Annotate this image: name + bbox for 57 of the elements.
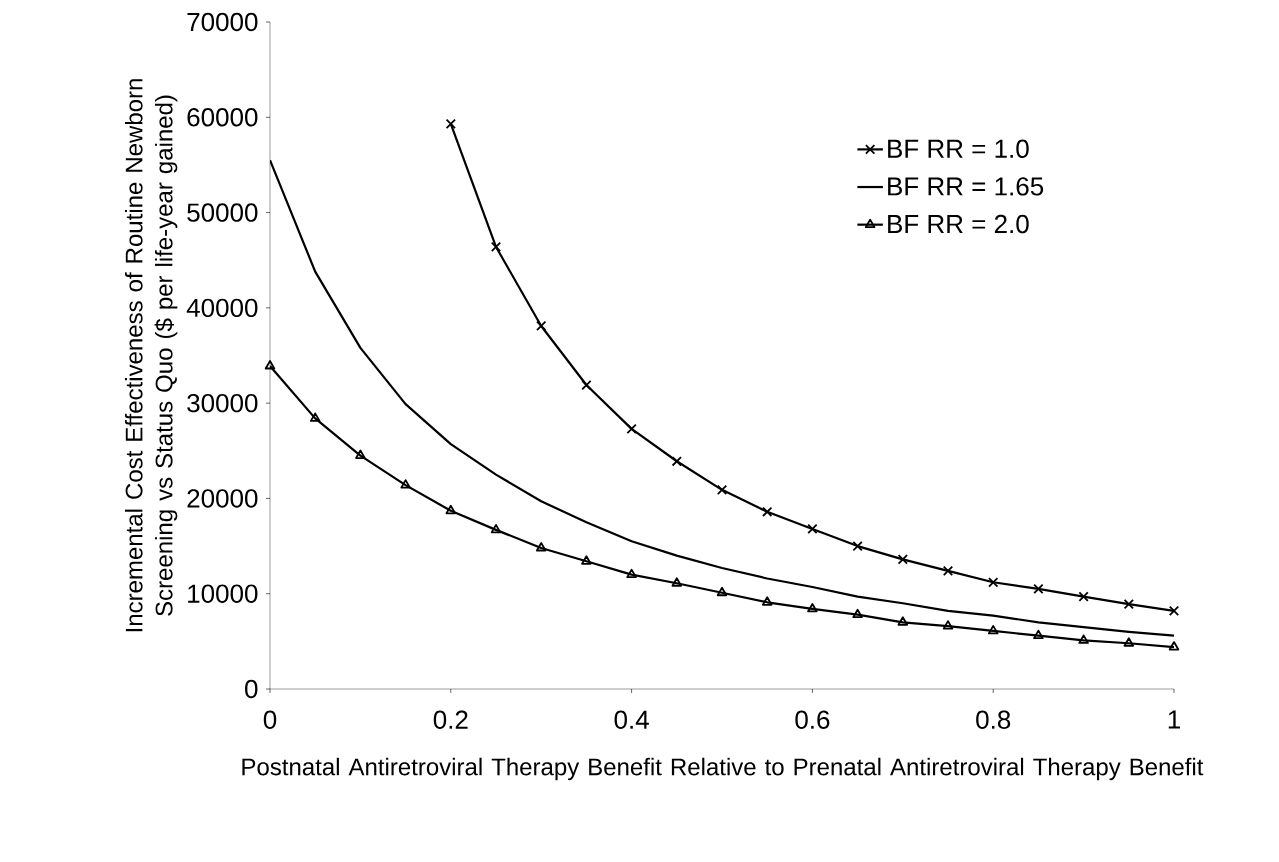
point	[987, 624, 999, 635]
point	[264, 360, 276, 370]
point	[897, 616, 909, 626]
point	[400, 479, 411, 489]
y-tick-label: 60000	[187, 108, 258, 127]
point	[1078, 634, 1089, 644]
point	[581, 379, 592, 391]
point	[716, 484, 728, 495]
point	[626, 423, 637, 435]
legend-label: BF RR = 2.0	[888, 214, 1029, 234]
point	[536, 320, 547, 332]
point	[1033, 629, 1044, 640]
point	[988, 577, 999, 588]
point	[807, 523, 818, 535]
point	[671, 456, 682, 467]
point	[762, 506, 773, 517]
point	[716, 586, 728, 597]
y-axis-title: Incremental Cost Effectiveness of Routine Newborn Screening vs Status Quo ($ per life-year gained)	[124, 79, 178, 632]
point	[897, 554, 908, 565]
point	[1168, 641, 1180, 651]
point	[445, 118, 456, 130]
point	[626, 568, 637, 579]
point	[942, 620, 954, 630]
point	[807, 603, 818, 613]
x-axis-title: Postnatal Antiretroviral Therapy Benefit Relative to Prenatal Antiretroviral Therapy Benefit	[242, 757, 1204, 781]
legend-label: BF RR = 1.65	[888, 177, 1044, 196]
point	[581, 555, 592, 565]
point	[761, 596, 773, 606]
y-tick-label: 30000	[187, 393, 258, 413]
x-tick-label: 0	[263, 710, 277, 729]
x-tick-label: 0.6	[795, 710, 830, 729]
point	[535, 542, 547, 552]
point	[852, 608, 863, 619]
point	[490, 523, 502, 534]
x-tick-label: 0.2	[433, 710, 468, 729]
point	[671, 577, 683, 587]
point	[309, 412, 321, 422]
y-tick-label: 0	[245, 679, 258, 699]
x-tick-label: 0.4	[614, 710, 649, 729]
point	[490, 241, 502, 253]
y-tick-label: 40000	[186, 298, 258, 318]
legend-label: BF RR = 1.0	[888, 139, 1029, 158]
y-tick-label: 70000	[187, 12, 258, 32]
point	[1123, 637, 1135, 647]
point	[1033, 583, 1044, 595]
x-tick-label: 0.8	[976, 710, 1011, 729]
point	[1078, 591, 1089, 602]
point	[942, 565, 954, 576]
y-tick-label: 20000	[187, 489, 258, 508]
point	[445, 504, 457, 515]
point	[1168, 605, 1180, 617]
point	[852, 540, 863, 552]
point	[355, 449, 366, 459]
point	[1123, 599, 1134, 610]
y-tick-label: 50000	[187, 203, 258, 222]
y-tick-label: 10000	[188, 584, 258, 603]
x-tick-label: 1	[1168, 710, 1180, 729]
